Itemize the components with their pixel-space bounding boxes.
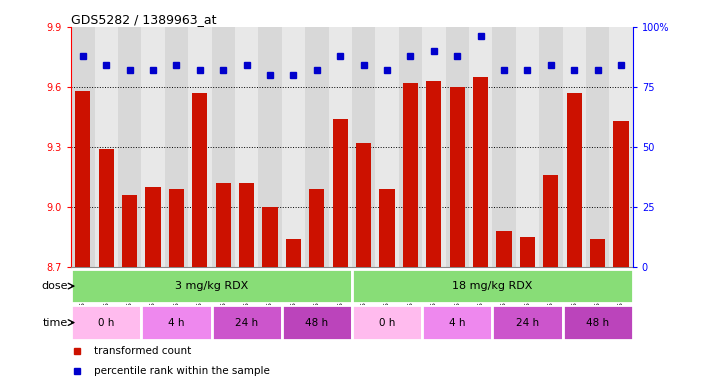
Bar [609,27,633,267]
Bar [258,27,282,267]
Bar [422,27,446,267]
Bar [562,305,633,340]
Text: percentile rank within the sample: percentile rank within the sample [94,366,269,376]
Bar [586,27,609,267]
Text: 18 mg/kg RDX: 18 mg/kg RDX [452,281,533,291]
Bar [492,305,562,340]
Bar [515,27,539,267]
Bar [235,27,258,267]
Bar [496,231,512,267]
Bar [333,119,348,267]
Bar [590,239,605,267]
Bar [192,93,208,267]
Text: time: time [42,318,68,328]
Bar [469,27,492,267]
Bar [399,27,422,267]
Bar [282,27,305,267]
Bar [427,81,442,267]
Bar [403,83,418,267]
Bar [449,87,465,267]
Bar [141,305,212,340]
Bar [352,27,375,267]
Bar [567,93,582,267]
Bar [75,91,90,267]
Bar [122,195,137,267]
Bar [71,27,95,267]
Bar [212,305,282,340]
Bar [446,27,469,267]
Text: GDS5282 / 1389963_at: GDS5282 / 1389963_at [71,13,217,26]
Bar [375,27,399,267]
Bar [380,189,395,267]
Bar [352,305,422,340]
Bar [539,27,562,267]
Text: 0 h: 0 h [379,318,395,328]
Bar [262,207,277,267]
Text: 4 h: 4 h [169,318,185,328]
Text: transformed count: transformed count [94,346,191,356]
Text: 48 h: 48 h [586,318,609,328]
Bar [71,269,352,303]
Text: 48 h: 48 h [305,318,328,328]
Bar [118,27,141,267]
Bar [309,189,324,267]
Bar [239,183,255,267]
Bar [305,27,328,267]
Text: 24 h: 24 h [516,318,539,328]
Bar [71,305,141,340]
Bar [356,143,371,267]
Bar [520,237,535,267]
Bar [99,149,114,267]
Bar [212,27,235,267]
Text: 24 h: 24 h [235,318,258,328]
Bar [473,77,488,267]
Bar [562,27,586,267]
Bar [286,239,301,267]
Bar [165,27,188,267]
Bar [543,175,558,267]
Bar [141,27,165,267]
Text: 3 mg/kg RDX: 3 mg/kg RDX [175,281,248,291]
Bar [282,305,352,340]
Bar [95,27,118,267]
Bar [215,183,231,267]
Bar [492,27,515,267]
Text: dose: dose [41,281,68,291]
Bar [188,27,212,267]
Bar [614,121,629,267]
Text: 4 h: 4 h [449,318,466,328]
Bar [169,189,184,267]
Text: 0 h: 0 h [98,318,114,328]
Bar [146,187,161,267]
Bar [328,27,352,267]
Bar [422,305,492,340]
Bar [352,269,633,303]
